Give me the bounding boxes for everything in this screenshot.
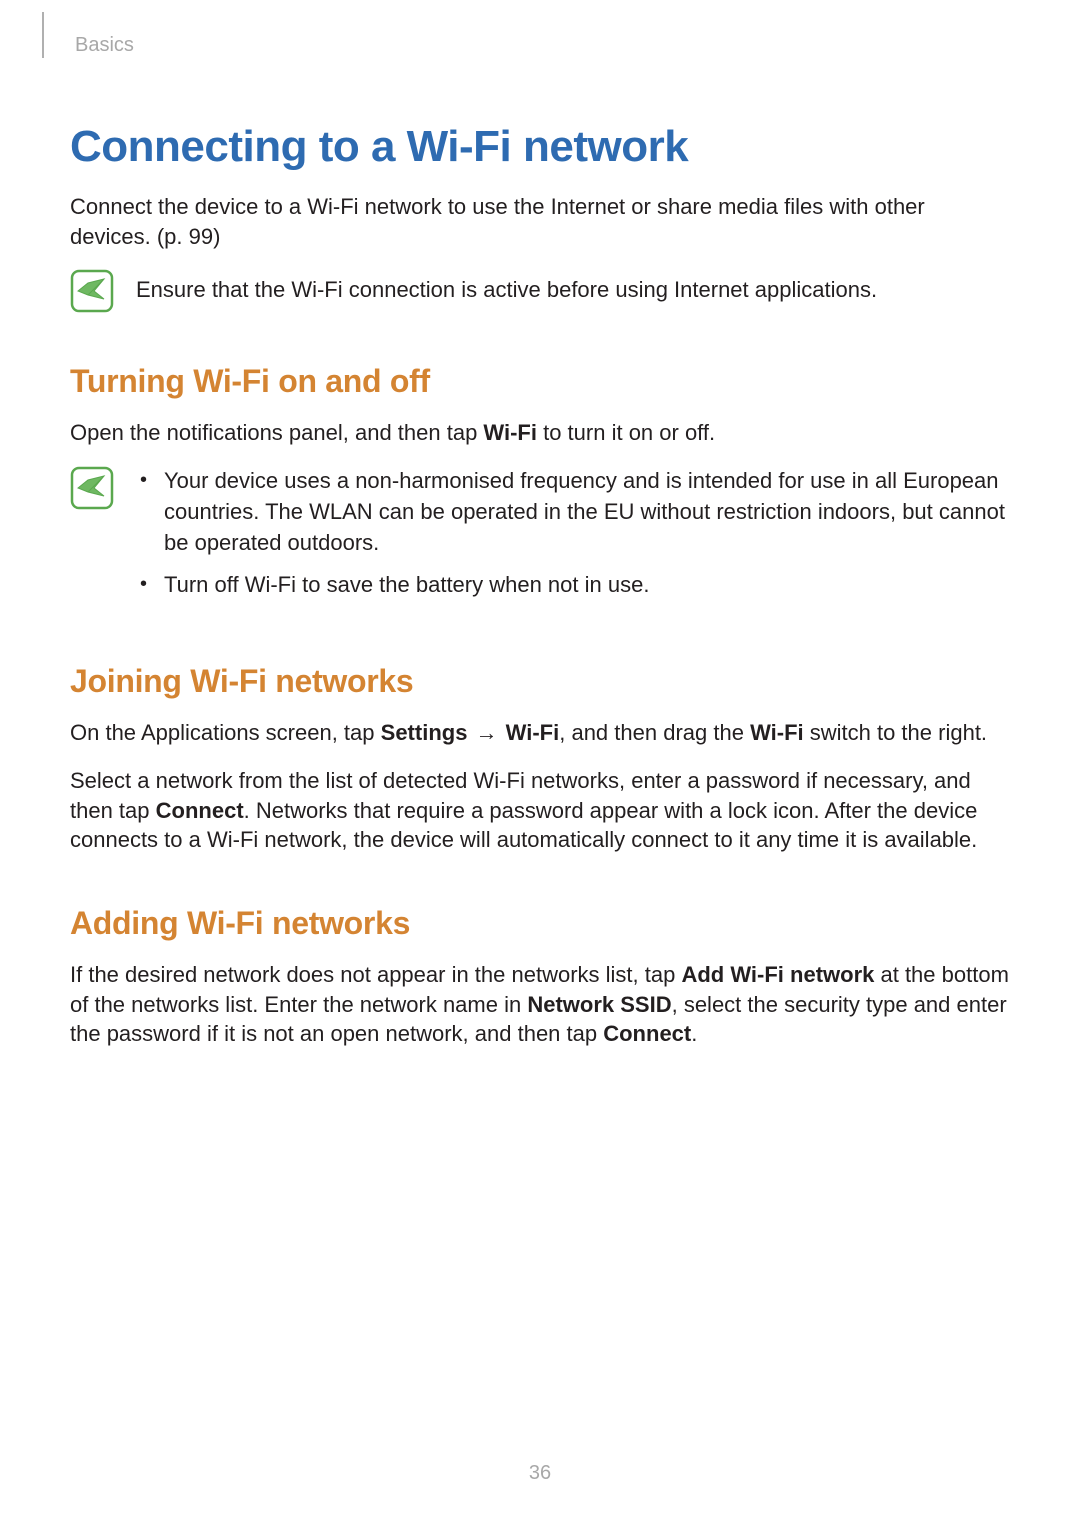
text-fragment: . (691, 1021, 697, 1046)
joining-p1: On the Applications screen, tap Settings… (70, 718, 1010, 748)
bold-wifi: Wi-Fi (506, 720, 560, 745)
text-fragment: On the Applications screen, tap (70, 720, 381, 745)
text-fragment: If the desired network does not appear i… (70, 962, 681, 987)
page-number: 36 (0, 1462, 1080, 1485)
bold-connect: Connect (156, 798, 244, 823)
bold-wifi: Wi-Fi (483, 420, 537, 445)
text-fragment: Open the notifications panel, and then t… (70, 420, 483, 445)
section-heading-turning: Turning Wi-Fi on and off (70, 363, 1010, 400)
text-fragment: switch to the right. (804, 720, 987, 745)
list-item: Turn off Wi-Fi to save the battery when … (158, 570, 1010, 601)
breadcrumb: Basics (75, 34, 134, 57)
bold-network-ssid: Network SSID (527, 992, 671, 1017)
text-fragment: , and then drag the (559, 720, 750, 745)
intro-paragraph: Connect the device to a Wi-Fi network to… (70, 192, 1010, 251)
page-title: Connecting to a Wi-Fi network (70, 122, 1010, 172)
arrow-icon: → (467, 720, 505, 745)
bold-connect: Connect (603, 1021, 691, 1046)
turning-bullets: Your device uses a non-harmonised freque… (136, 466, 1010, 613)
bold-settings: Settings (381, 720, 468, 745)
note-icon (70, 466, 114, 510)
page-container: Basics Connecting to a Wi-Fi network Con… (0, 0, 1080, 1527)
note-text-intro: Ensure that the Wi-Fi connection is acti… (136, 269, 1010, 305)
turning-body: Open the notifications panel, and then t… (70, 418, 1010, 448)
note-icon (70, 269, 114, 313)
text-fragment: to turn it on or off. (537, 420, 715, 445)
joining-p2: Select a network from the list of detect… (70, 766, 1010, 855)
section-heading-joining: Joining Wi-Fi networks (70, 663, 1010, 700)
adding-p: If the desired network does not appear i… (70, 960, 1010, 1049)
bold-add-wifi: Add Wi-Fi network (681, 962, 874, 987)
bold-wifi: Wi-Fi (750, 720, 804, 745)
note-row-intro: Ensure that the Wi-Fi connection is acti… (70, 269, 1010, 313)
header-divider (42, 12, 44, 58)
section-heading-adding: Adding Wi-Fi networks (70, 905, 1010, 942)
list-item: Your device uses a non-harmonised freque… (158, 466, 1010, 558)
note-row-turning: Your device uses a non-harmonised freque… (70, 466, 1010, 613)
